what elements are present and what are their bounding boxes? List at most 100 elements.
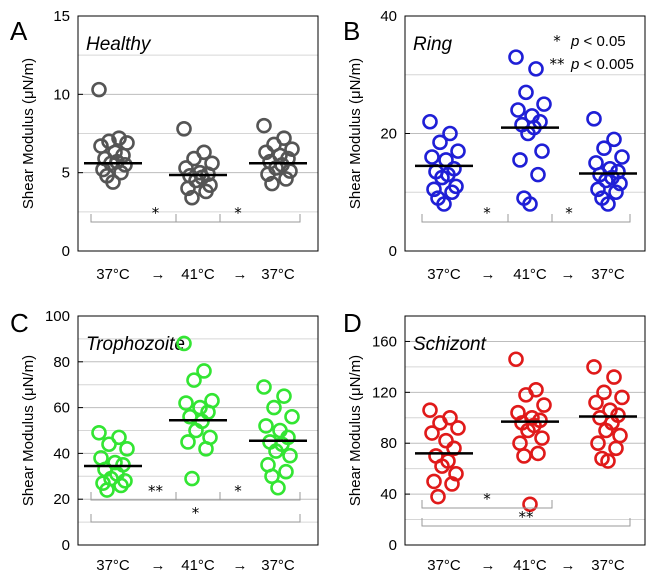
data-point — [99, 482, 115, 498]
plot-frame — [77, 15, 319, 252]
panel-a: 0 5 10 15 Shear Modulus (μN/m) A Healthy * * 37°C… — [10, 8, 319, 283]
data-point — [278, 171, 294, 187]
data-point — [508, 49, 524, 65]
data-point — [530, 445, 546, 462]
category-arrow: → — [151, 557, 166, 571]
y-tick-label: 40 — [380, 486, 397, 503]
data-point — [606, 369, 622, 385]
data-point — [522, 196, 538, 212]
data-point — [614, 389, 630, 406]
significance-bracket — [421, 214, 553, 223]
data-point — [530, 166, 546, 183]
y-tick-label: 40 — [53, 445, 70, 462]
y-tick-label: 0 — [62, 537, 70, 554]
data-point — [434, 169, 450, 186]
data-point — [282, 163, 298, 179]
category-label: 37°C — [96, 266, 130, 283]
category-label: 37°C — [591, 266, 625, 283]
data-point — [520, 422, 536, 439]
panel-title: Healthy — [86, 34, 152, 55]
data-point — [198, 441, 214, 457]
category-arrow: → — [151, 266, 166, 283]
panel-letter: D — [343, 308, 362, 338]
legend-stars-2: ** — [550, 55, 566, 73]
data-point — [422, 113, 438, 130]
data-point — [264, 175, 280, 192]
panel-letter: C — [10, 308, 29, 338]
category-arrow: → — [233, 557, 248, 571]
y-tick-label: 40 — [380, 8, 397, 25]
legend-text-2: p < 0.005 — [570, 56, 634, 73]
panel-title: Ring — [413, 34, 453, 55]
data-point — [270, 479, 286, 496]
y-tick-label: 80 — [380, 435, 397, 452]
category-arrow: → — [561, 266, 576, 283]
data-point — [444, 184, 460, 201]
significance-legend: * p < 0.05 ** p < 0.005 — [550, 32, 634, 73]
y-tick-label: 5 — [62, 165, 70, 182]
data-point — [518, 387, 534, 403]
data-point — [186, 150, 202, 167]
data-point — [598, 422, 614, 439]
data-point — [586, 111, 602, 127]
data-point — [113, 477, 129, 494]
data-point — [508, 351, 524, 368]
data-point — [258, 144, 274, 161]
data-point — [184, 470, 200, 487]
data-point — [113, 164, 129, 181]
data-point — [536, 397, 552, 413]
y-tick-label: 0 — [389, 243, 397, 260]
data-point — [450, 143, 466, 159]
category-label: 37°C — [96, 557, 130, 571]
category-label: 41°C — [513, 266, 547, 283]
data-point — [608, 184, 624, 201]
data-point — [186, 372, 202, 388]
category-label: 37°C — [427, 557, 461, 571]
category-label: 41°C — [181, 557, 215, 571]
data-point — [536, 96, 552, 112]
data-point — [590, 435, 606, 452]
significance-label: * — [234, 204, 242, 222]
significance-bracket — [421, 500, 553, 509]
category-arrow: → — [481, 557, 496, 571]
category-arrow: → — [233, 266, 248, 283]
y-tick-label: 15 — [53, 8, 70, 25]
y-axis-label: Shear Modulus (μN/m) — [20, 58, 37, 209]
data-point — [178, 395, 194, 411]
significance-bracket — [90, 514, 301, 523]
significance-label: * — [483, 204, 491, 222]
data-point — [282, 447, 298, 464]
panel-title: Trophozoite — [86, 334, 185, 355]
data-point — [600, 196, 616, 212]
data-point — [614, 149, 630, 165]
data-point — [268, 443, 284, 459]
data-point — [612, 175, 628, 192]
data-point — [590, 181, 606, 198]
panel-d: 0 40 80 120 160 Shear Modulus (μN/m) D Schizont… — [343, 308, 646, 571]
significance-label: ** — [519, 508, 535, 526]
y-axis-label: Shear Modulus (μN/m) — [347, 355, 364, 506]
data-point — [586, 359, 602, 375]
data-point — [284, 408, 300, 425]
data-point — [432, 134, 448, 151]
y-tick-label: 80 — [53, 354, 70, 371]
data-point — [608, 440, 624, 457]
panel-letter: A — [10, 16, 28, 46]
plot-frame — [404, 315, 646, 546]
data-point — [256, 379, 272, 395]
data-point — [196, 363, 212, 379]
data-point — [180, 434, 196, 450]
data-point — [510, 102, 526, 118]
data-point — [284, 141, 300, 157]
data-point — [176, 121, 192, 137]
y-tick-label: 100 — [45, 308, 70, 325]
data-point — [266, 399, 282, 416]
data-point — [518, 84, 534, 101]
data-point — [600, 453, 616, 469]
y-tick-label: 0 — [62, 243, 70, 260]
significance-label: ** — [148, 482, 164, 500]
legend-text-1: p < 0.05 — [570, 33, 626, 50]
significance-bracket — [175, 214, 301, 223]
y-axis-label: Shear Modulus (μN/m) — [347, 58, 364, 209]
